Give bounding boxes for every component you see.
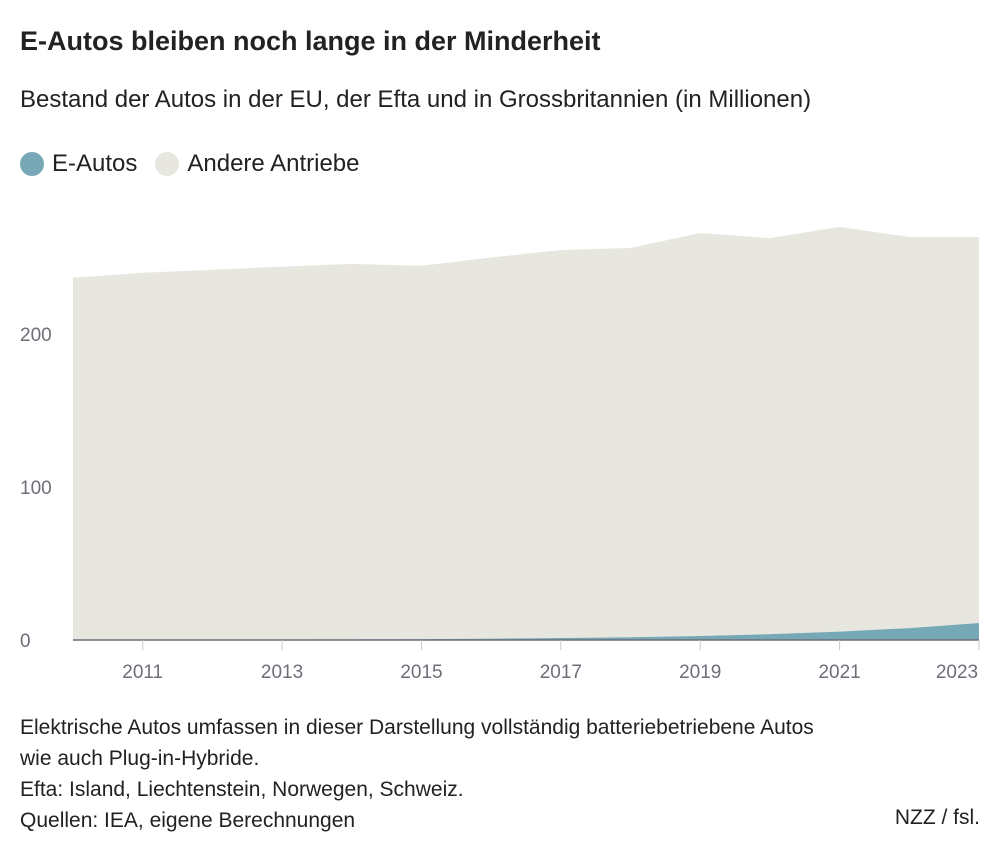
x-tick-label: 2023 [936,662,978,683]
chart-title: E-Autos bleiben noch lange in der Minder… [20,26,601,56]
legend-swatch-andere [155,152,180,176]
area-andere-antriebe [73,226,979,640]
credit: NZZ / fsl. [894,806,980,829]
footnote: Elektrische Autos umfassen in dieser Dar… [20,712,980,836]
footnote-line: Elektrische Autos umfassen in dieser Dar… [20,716,814,739]
chart-subtitle: Bestand der Autos in der EU, der Efta un… [20,86,812,113]
legend-item-andere: Andere Antriebe [155,150,360,178]
legend-label: Andere Antriebe [187,150,360,177]
legend: E-Autos Andere Antriebe [20,150,378,178]
x-tick-label: 2015 [400,662,442,683]
y-tick-label: 200 [20,325,52,346]
legend-label: E-Autos [52,150,138,177]
footnote-line: Efta: Island, Liechtenstein, Norwegen, S… [20,778,464,801]
footnote-line: wie auch Plug-in-Hybride. [20,747,260,770]
x-tick-label: 2011 [122,662,163,683]
x-tick-label: 2017 [540,662,582,683]
y-tick-label: 0 [20,631,31,652]
x-tick-label: 2013 [261,662,303,683]
y-tick-label: 100 [20,478,52,499]
x-tick-label: 2019 [679,662,721,683]
source-line: Quellen: IEA, eigene Berechnungen [20,809,356,832]
area-e-autos [73,623,979,640]
legend-swatch-e-autos [20,152,44,176]
x-tick-label: 2021 [818,662,860,683]
legend-item-e-autos: E-Autos [20,150,137,178]
